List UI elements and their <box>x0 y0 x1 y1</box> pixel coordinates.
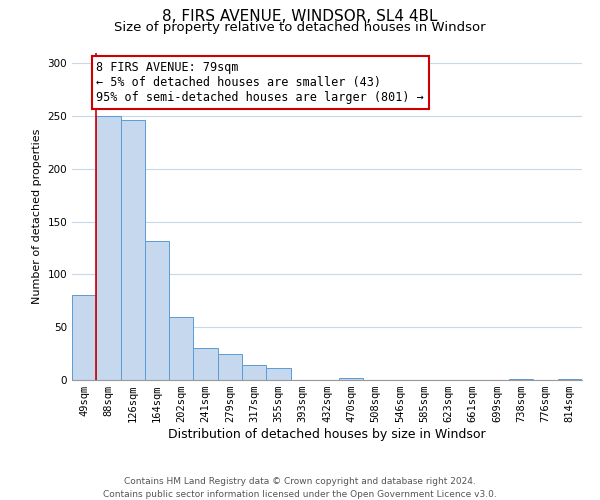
X-axis label: Distribution of detached houses by size in Windsor: Distribution of detached houses by size … <box>168 428 486 441</box>
Bar <box>266 368 290 380</box>
Bar <box>72 296 96 380</box>
Y-axis label: Number of detached properties: Number of detached properties <box>32 128 42 304</box>
Bar <box>242 365 266 380</box>
Bar <box>218 354 242 380</box>
Bar <box>558 379 582 380</box>
Text: 8 FIRS AVENUE: 79sqm
← 5% of detached houses are smaller (43)
95% of semi-detach: 8 FIRS AVENUE: 79sqm ← 5% of detached ho… <box>96 61 424 104</box>
Bar <box>509 379 533 380</box>
Text: 8, FIRS AVENUE, WINDSOR, SL4 4BL: 8, FIRS AVENUE, WINDSOR, SL4 4BL <box>162 9 438 24</box>
Text: Contains HM Land Registry data © Crown copyright and database right 2024.
Contai: Contains HM Land Registry data © Crown c… <box>103 478 497 499</box>
Bar <box>145 240 169 380</box>
Bar <box>339 378 364 380</box>
Bar <box>96 116 121 380</box>
Bar <box>121 120 145 380</box>
Bar <box>169 316 193 380</box>
Bar <box>193 348 218 380</box>
Text: Size of property relative to detached houses in Windsor: Size of property relative to detached ho… <box>114 21 486 34</box>
